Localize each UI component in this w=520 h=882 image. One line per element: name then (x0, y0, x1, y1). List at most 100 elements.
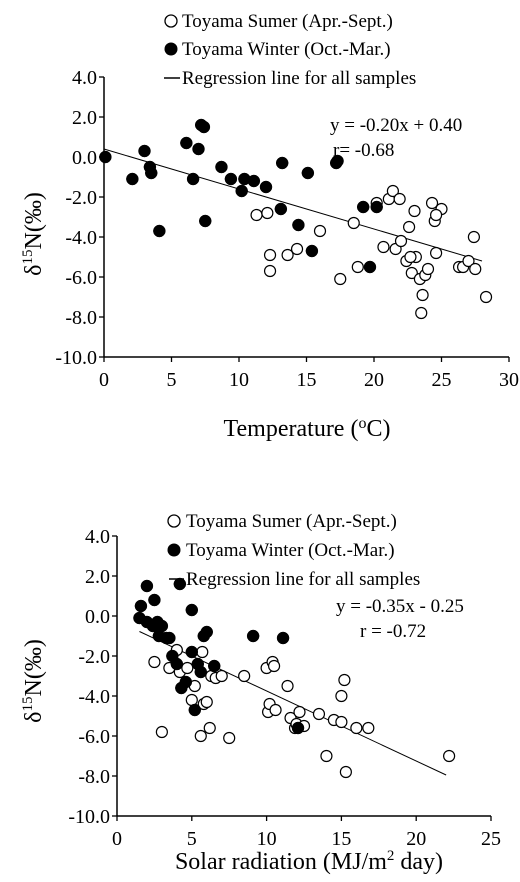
y-tick-label: 4.0 (85, 526, 110, 548)
x-tick-label: 0 (112, 828, 122, 850)
y-tick-label: -8.0 (65, 307, 97, 329)
winter-data-point (99, 150, 112, 164)
legend-1-summer-label: Toyama Sumer (Apr.-Sept.) (182, 11, 393, 32)
equation-2: y = -0.35x - 0.25 (336, 596, 464, 617)
summer-data-point (393, 192, 406, 206)
winter-data-point (235, 184, 248, 198)
summer-data-point (362, 721, 375, 735)
legend-2-winter-label: Toyama Winter (Oct.-Mar.) (186, 540, 395, 561)
summer-data-point (462, 254, 475, 268)
y-tick-label: -4.0 (78, 686, 110, 708)
summer-data-point (215, 669, 228, 683)
winter-data-point (199, 214, 212, 228)
x-tick-label: 15 (297, 369, 317, 391)
summer-data-point (293, 705, 306, 719)
x-tick-label: 5 (187, 828, 197, 850)
y-tick-label: 4.0 (72, 67, 97, 89)
summer-data-point (203, 721, 216, 735)
winter-data-point (197, 120, 211, 134)
winter-data-point (173, 577, 187, 591)
legend-2-filled-marker (167, 543, 181, 557)
y-tick-label: 0.0 (85, 606, 110, 628)
summer-data-point (261, 206, 274, 220)
y-axis-label-1: δ15N(‰) (20, 192, 47, 276)
legend-1-filled-marker (164, 42, 178, 56)
winter-data-point (370, 200, 383, 214)
x-tick-label: 20 (406, 828, 426, 850)
winter-data-point (292, 218, 305, 232)
summer-data-point (200, 695, 213, 709)
summer-data-point (377, 240, 390, 254)
winter-data-point (185, 603, 199, 617)
y-tick-label: -6.0 (78, 726, 110, 748)
summer-data-point (238, 669, 251, 683)
winter-data-point (148, 593, 161, 607)
winter-data-point (185, 645, 199, 659)
summer-data-point (196, 645, 209, 659)
y-tick-label: -6.0 (65, 267, 97, 289)
winter-data-point (247, 174, 261, 188)
summer-data-point (320, 749, 333, 763)
y-tick-label: -10.0 (68, 806, 110, 828)
summer-data-point (386, 184, 399, 198)
winter-data-point (153, 224, 166, 238)
winter-data-point (188, 703, 202, 717)
legend-1-winter-label: Toyama Winter (Oct.-Mar.) (182, 39, 391, 60)
summer-data-point (347, 216, 360, 230)
winter-data-point (192, 142, 205, 156)
winter-data-point (363, 260, 377, 274)
winter-data-point (180, 136, 193, 150)
winter-data-point (259, 180, 273, 194)
winter-data-point (215, 160, 228, 174)
summer-data-point (281, 679, 294, 693)
summer-data-point (263, 248, 277, 262)
summer-data-point (350, 721, 363, 735)
winter-data-point (170, 657, 184, 671)
summer-data-point (281, 248, 294, 262)
summer-data-point (155, 725, 168, 739)
chart-1: Toyama Sumer (Apr.-Sept.) Toyama Winter … (20, 11, 519, 442)
summer-data-point (415, 306, 428, 320)
y-tick-label: -2.0 (78, 646, 110, 668)
winter-data-point (200, 625, 214, 639)
winter-data-point (134, 599, 148, 613)
winter-data-point (356, 200, 370, 214)
legend-1: Toyama Sumer (Apr.-Sept.) Toyama Winter … (164, 11, 416, 89)
summer-data-point (148, 655, 161, 669)
r-value-2: r = -0.72 (360, 621, 426, 642)
summer-data-point (313, 224, 327, 238)
summer-data-point (312, 707, 326, 721)
summer-data-point (335, 689, 348, 703)
x-tick-label: 30 (499, 369, 519, 391)
winter-data-point (140, 579, 154, 593)
y-tick-label: 2.0 (85, 566, 110, 588)
legend-2: Toyama Sumer (Apr.-Sept.) Toyama Winter … (167, 511, 420, 590)
y-tick-label: -4.0 (65, 227, 97, 249)
y-axis-label-2: δ15N(‰) (20, 639, 47, 723)
x-tick-label: 25 (481, 828, 501, 850)
summer-data-point (267, 659, 281, 673)
equation-1: y = -0.20x + 0.40 (330, 115, 462, 136)
winter-data-point (179, 675, 193, 689)
summer-data-point (250, 208, 263, 222)
summer-data-point (479, 290, 493, 304)
winter-data-point (275, 156, 289, 170)
summer-data-point (430, 208, 443, 222)
winter-data-point (301, 166, 315, 180)
winter-data-point (246, 629, 260, 643)
summer-data-point (290, 242, 304, 256)
summer-data-point (181, 661, 194, 675)
summer-data-point (269, 703, 282, 717)
winter-data-point (126, 172, 139, 186)
summer-data-point (339, 765, 352, 779)
winter-data-point (194, 665, 208, 679)
x-tick-label: 10 (229, 369, 249, 391)
summer-data-point (467, 230, 480, 244)
winter-data-point (186, 172, 200, 186)
summer-data-point (416, 288, 429, 302)
winter-data-point (138, 144, 151, 158)
summer-data-point (335, 715, 348, 729)
summer-data-point (394, 234, 408, 248)
summer-data-point (425, 196, 439, 210)
